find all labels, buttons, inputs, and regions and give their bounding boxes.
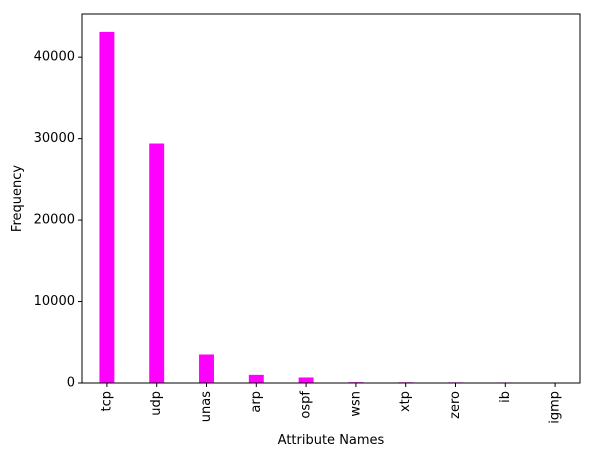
x-axis: tcp udp unas arp ospf wsn xtp zero ib igmp (99, 383, 563, 424)
bars-group (99, 31, 563, 384)
x-tick-label-igmp: igmp (548, 391, 563, 424)
x-tick-label-ib: ib (498, 391, 513, 403)
x-axis-label: Attribute Names (278, 433, 385, 448)
bar-unas (199, 354, 214, 383)
y-axis: 0 10000 20000 30000 40000 (34, 50, 82, 391)
y-tick-label: 30000 (34, 131, 75, 146)
plot-frame (81, 13, 581, 384)
x-tick-label-tcp: tcp (99, 391, 114, 412)
x-tick-label-unas: unas (199, 391, 214, 422)
bar-tcp (99, 31, 115, 383)
y-tick-label: 0 (67, 376, 75, 391)
bar-ospf (298, 377, 314, 383)
bar-udp (149, 143, 165, 383)
x-tick-label-zero: zero (448, 391, 463, 419)
y-tick-label: 10000 (34, 294, 75, 309)
x-tick-label-ospf: ospf (299, 391, 314, 419)
x-tick-label-udp: udp (149, 391, 164, 416)
y-tick-label: 40000 (34, 50, 75, 65)
x-tick-label-arp: arp (249, 391, 264, 413)
x-tick-label-wsn: wsn (348, 391, 363, 417)
bar-arp (248, 374, 264, 383)
x-tick-label-xtp: xtp (398, 391, 413, 412)
y-tick-label: 20000 (34, 213, 75, 228)
y-axis-label: Frequency (10, 165, 25, 232)
